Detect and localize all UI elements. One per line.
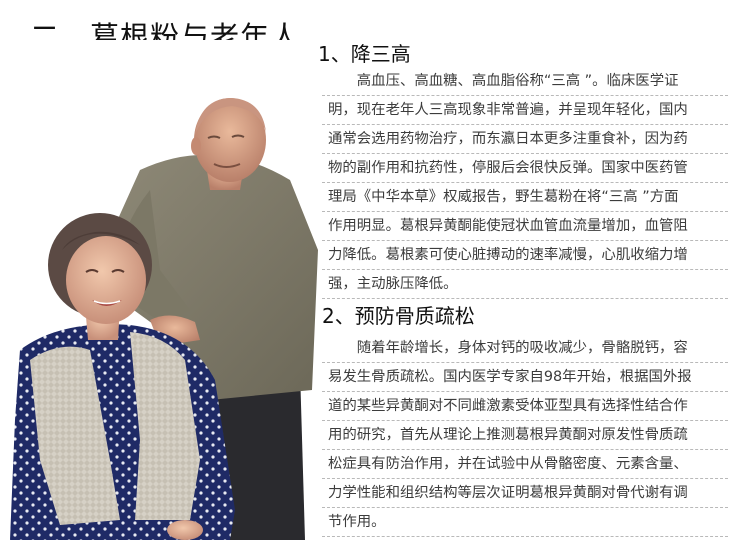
section-body-prevent-osteoporosis: 随着年龄增长，身体对钙的吸收减少，骨骼脱钙，容 易发生骨质疏松。国内医学专家自9… (322, 334, 728, 537)
text-line: 随着年龄增长，身体对钙的吸收减少，骨骼脱钙，容 (322, 334, 728, 363)
text-line: 用的研究，首先从理论上推测葛根异黄酮对原发性骨质疏 (322, 421, 728, 450)
text-line: 作用明显。葛根异黄酮能使冠状血管血流量增加，血管阻 (322, 212, 728, 241)
text-line: 松症具有防治作用，并在试验中从骨骼密度、元素含量、 (322, 450, 728, 479)
text-line: 力学性能和组织结构等层次证明葛根异黄酮对骨代谢有调 (322, 479, 728, 508)
elderly-couple-photo (0, 40, 320, 540)
text-line: 理局《中华本草》权威报告，野生葛粉在将“三高 ”方面 (322, 183, 728, 212)
text-line: 通常会选用药物治疗，而东瀛日本更多注重食补，因为药 (322, 125, 728, 154)
section-heading-prevent-osteoporosis: 2、预防骨质疏松 (322, 304, 475, 328)
text-line: 力降低。葛根素可使心脏搏动的速率减慢，心肌收缩力增 (322, 241, 728, 270)
text-line: 物的副作用和抗药性，停服后会很快反弹。国家中医药管 (322, 154, 728, 183)
section-heading-lower-three-highs: 1、降三高 (318, 42, 411, 66)
text-line: 节作用。 (322, 508, 728, 537)
text-line: 易发生骨质疏松。国内医学专家自98年开始，根据国外报 (322, 363, 728, 392)
text-line: 道的某些异黄酮对不同雌激素受体亚型具有选择性结合作 (322, 392, 728, 421)
section-body-lower-three-highs: 高血压、高血糖、高血脂俗称“三高 ”。临床医学证 明，现在老年人三高现象非常普遍… (322, 67, 728, 299)
text-line: 高血压、高血糖、高血脂俗称“三高 ”。临床医学证 (322, 67, 728, 96)
text-line: 明，现在老年人三高现象非常普遍，并呈现年轻化，国内 (322, 96, 728, 125)
text-line: 强，主动脉压降低。 (322, 270, 728, 299)
